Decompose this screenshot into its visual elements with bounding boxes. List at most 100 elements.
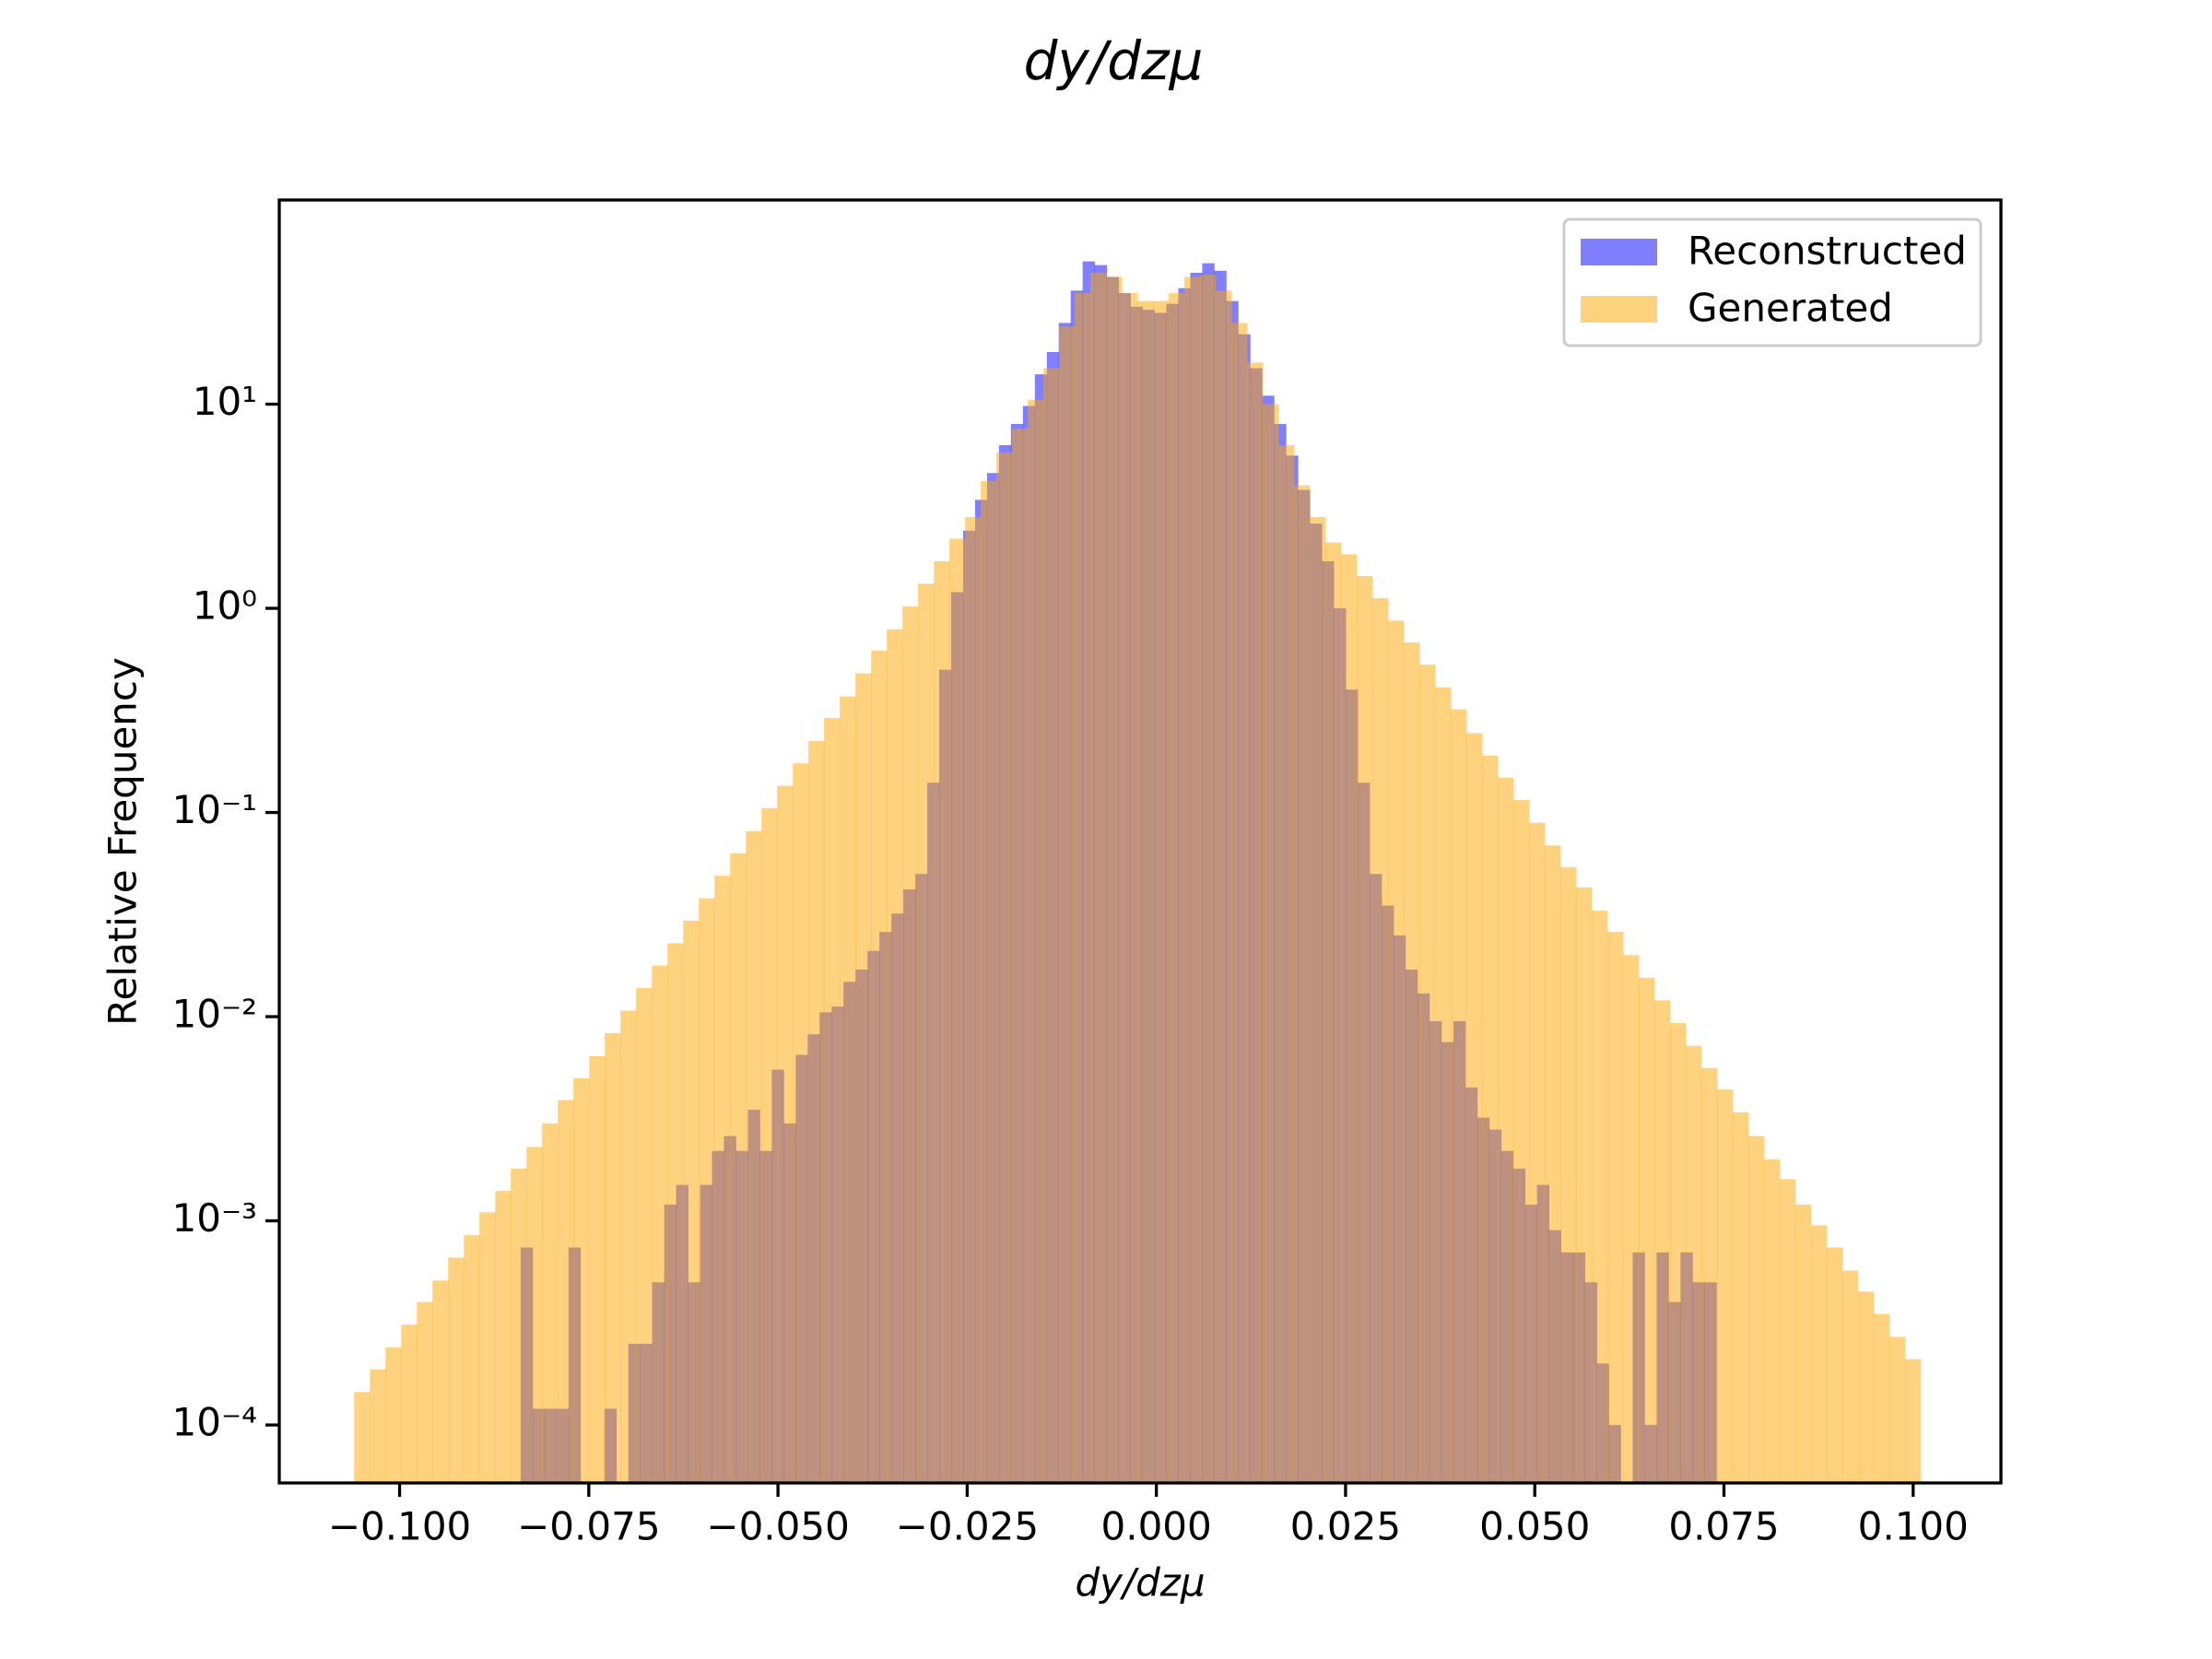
histogram-bar <box>1466 733 1483 1483</box>
histogram-bar <box>1592 911 1608 1483</box>
histogram-bar <box>1857 1291 1875 1483</box>
histogram-bar <box>1216 290 1232 1484</box>
histogram-bar <box>1043 368 1060 1484</box>
legend-swatch <box>1581 239 1657 265</box>
histogram-bar <box>761 807 778 1483</box>
histogram-bar <box>840 696 856 1483</box>
plot-area <box>354 261 1922 1484</box>
histogram-bar <box>1090 272 1107 1484</box>
histogram-bar <box>1701 1067 1718 1483</box>
histogram-bar <box>401 1324 418 1483</box>
histogram-bar <box>1654 1000 1671 1483</box>
histogram-bar <box>1137 300 1154 1484</box>
histogram-bar <box>1686 1045 1702 1483</box>
histogram-bar <box>1184 276 1201 1484</box>
histogram-bar <box>1294 485 1311 1483</box>
histogram-bar <box>432 1280 449 1483</box>
histogram-bar <box>934 560 950 1483</box>
histogram-bar <box>1388 620 1405 1483</box>
legend-label: Reconstructed <box>1688 229 1967 274</box>
y-tick-label: 10⁻⁴ <box>172 1400 257 1445</box>
histogram-bar <box>1623 955 1640 1483</box>
histogram-bar <box>448 1257 465 1483</box>
histogram-bar <box>902 606 919 1483</box>
histogram-bar <box>1059 326 1076 1484</box>
histogram-bar <box>855 673 872 1483</box>
histogram-bar <box>370 1369 386 1483</box>
histogram-bar <box>1763 1159 1781 1483</box>
histogram-bar <box>1310 516 1326 1483</box>
x-tick-label: 0.025 <box>1290 1504 1401 1549</box>
histogram-bar <box>730 853 747 1483</box>
histogram-bar <box>1560 866 1577 1483</box>
histogram-bar <box>683 920 700 1483</box>
histogram-bar <box>636 988 653 1483</box>
y-tick-label: 10⁻¹ <box>172 787 257 832</box>
histogram-bar <box>887 629 903 1483</box>
histogram-bar <box>605 1032 621 1483</box>
histogram-bar <box>1826 1247 1843 1483</box>
histogram-bar <box>1075 292 1091 1483</box>
histogram-bar <box>699 898 715 1483</box>
histogram-bar <box>1888 1336 1906 1483</box>
histogram-bar <box>1372 598 1389 1483</box>
histogram-bar <box>526 1147 543 1483</box>
histogram-bar <box>1529 822 1546 1483</box>
histogram-bar <box>808 740 825 1483</box>
legend-box <box>1562 218 1983 347</box>
histogram-bar <box>1513 800 1530 1483</box>
histogram-bar <box>1231 323 1248 1483</box>
histogram-bar <box>1607 932 1624 1483</box>
histogram-bar <box>1841 1270 1859 1483</box>
histogram-bar <box>573 1077 590 1483</box>
y-tick-label: 10¹ <box>193 379 257 424</box>
histogram-bar <box>996 452 1013 1484</box>
histogram-bar <box>965 516 982 1483</box>
histogram-bar <box>558 1100 574 1483</box>
y-axis-label: Relative Frequency <box>100 657 146 1026</box>
histogram-bar <box>1639 977 1655 1483</box>
x-tick-label: 0.050 <box>1479 1504 1590 1549</box>
y-tick-label: 10⁻² <box>172 992 257 1037</box>
histogram-bar <box>354 1392 371 1483</box>
histogram-bar <box>1482 755 1499 1483</box>
histogram-bar <box>1404 642 1420 1483</box>
histogram-bar <box>1794 1205 1812 1483</box>
histogram-bar <box>1247 362 1264 1483</box>
histogram-bar <box>1779 1179 1796 1483</box>
x-tick-label: −0.075 <box>517 1504 660 1549</box>
histogram-bar <box>1012 428 1029 1484</box>
histogram-bar <box>542 1123 559 1483</box>
histogram-bar <box>1904 1359 1922 1483</box>
legend-swatch <box>1581 296 1657 323</box>
x-tick-label: −0.050 <box>706 1504 849 1549</box>
histogram-bar <box>1122 292 1138 1483</box>
histogram-bar <box>1357 575 1373 1483</box>
axes-frame <box>277 198 2003 1485</box>
histogram-bar <box>589 1055 606 1483</box>
histogram-bar <box>1200 275 1217 1483</box>
y-tick-label: 10⁻³ <box>172 1195 257 1241</box>
histogram-bar <box>1545 845 1561 1483</box>
histogram-bar <box>1278 444 1295 1484</box>
histogram-bar <box>981 480 997 1484</box>
histogram-bar <box>1028 399 1044 1484</box>
histogram-bar <box>385 1347 402 1483</box>
histogram-bar <box>1153 300 1170 1484</box>
histogram-bar <box>667 943 684 1483</box>
histogram-bar <box>1419 665 1436 1483</box>
histogram-bar <box>1873 1313 1890 1483</box>
histogram-bar <box>620 1010 637 1483</box>
histogram-bar <box>1341 554 1358 1483</box>
x-tick-label: −0.025 <box>896 1504 1039 1549</box>
histogram-bar <box>417 1301 433 1483</box>
histogram-bar <box>652 965 668 1483</box>
histogram-bar <box>793 763 809 1483</box>
histogram-bar <box>746 830 762 1483</box>
x-tick-label: 0.100 <box>1858 1504 1969 1549</box>
chart-title: dy/dzμ <box>1024 29 1204 92</box>
x-tick-label: 0.000 <box>1101 1504 1212 1549</box>
x-axis-label: dy/dzμ <box>1075 1560 1205 1606</box>
histogram-bar <box>871 651 888 1483</box>
